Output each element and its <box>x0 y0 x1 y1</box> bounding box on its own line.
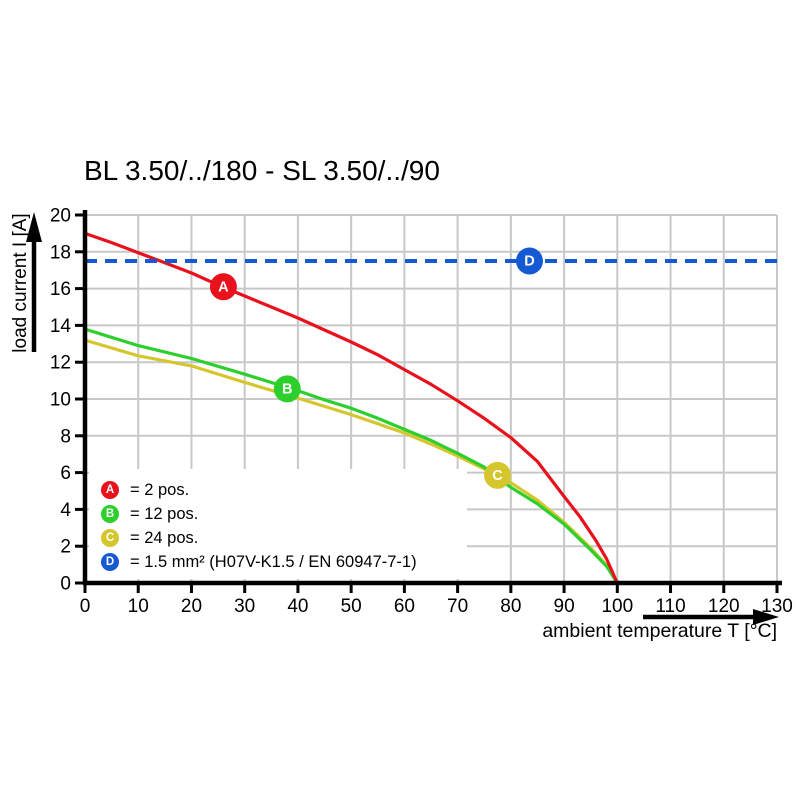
y-tick-label-8: 8 <box>60 426 71 447</box>
y-tick-label-0: 0 <box>60 574 71 595</box>
curve-marker-letter-B: B <box>282 381 292 397</box>
x-tick-label-20: 20 <box>181 596 202 617</box>
legend-label-b: = 12 pos. <box>130 504 199 523</box>
x-tick-label-100: 100 <box>601 596 633 617</box>
page-title: BL 3.50/../180 - SL 3.50/../90 <box>84 155 440 186</box>
legend-item-c: C = 24 pos. <box>101 526 467 550</box>
x-tick-label-80: 80 <box>500 596 521 617</box>
legend-item-b: B = 12 pos. <box>101 502 467 526</box>
y-tick-label-10: 10 <box>50 390 71 411</box>
legend-marker-d-icon: D <box>101 553 119 571</box>
x-tick-label-70: 70 <box>447 596 468 617</box>
legend-item-d: D = 1.5 mm² (H07V-K1.5 / EN 60947-7-1) <box>101 550 467 574</box>
x-tick-label-110: 110 <box>655 596 685 617</box>
legend-box: A = 2 pos. B = 12 pos. C = 24 pos. D = 1… <box>89 469 467 579</box>
y-tick-label-12: 12 <box>50 353 71 374</box>
x-axis-label: ambient temperature T [°C] <box>542 620 777 642</box>
x-tick-label-10: 10 <box>128 596 149 617</box>
curve-marker-D-icon <box>515 247 543 275</box>
curve-marker-letter-A: A <box>218 279 229 295</box>
legend-marker-b-icon: B <box>101 505 119 523</box>
y-tick-label-4: 4 <box>60 500 71 521</box>
curve-marker-C-icon <box>484 461 512 489</box>
legend-item-a: A = 2 pos. <box>101 478 467 502</box>
x-axis-arrowhead-icon <box>753 609 779 625</box>
y-axis-arrowhead-icon <box>26 212 42 242</box>
x-tick-label-130: 130 <box>761 596 793 617</box>
x-tick-label-0: 0 <box>80 596 91 617</box>
series-line-B <box>84 327 619 584</box>
legend-label-d: = 1.5 mm² (H07V-K1.5 / EN 60947-7-1) <box>130 552 417 571</box>
legend-label-a: = 2 pos. <box>130 480 190 499</box>
y-tick-label-16: 16 <box>50 279 71 300</box>
x-tick-label-120: 120 <box>708 596 740 617</box>
curve-marker-letter-D: D <box>524 254 534 270</box>
legend-marker-c-icon: C <box>101 529 119 547</box>
y-tick-label-6: 6 <box>60 463 71 484</box>
y-axis-label: load current I [A] <box>10 213 31 353</box>
y-tick-label-18: 18 <box>50 242 71 263</box>
x-tick-label-40: 40 <box>287 596 308 617</box>
x-tick-label-50: 50 <box>341 596 362 617</box>
curve-marker-A-icon <box>209 273 237 301</box>
x-tick-label-90: 90 <box>554 596 575 617</box>
curve-marker-letter-C: C <box>492 468 503 484</box>
x-tick-label-30: 30 <box>234 596 255 617</box>
series-line-A <box>84 231 619 584</box>
x-tick-label-60: 60 <box>394 596 415 617</box>
curve-marker-B-icon <box>273 375 301 403</box>
y-tick-label-14: 14 <box>50 316 72 337</box>
y-tick-label-2: 2 <box>60 537 71 558</box>
y-tick-label-20: 20 <box>50 206 71 227</box>
legend-marker-a-icon: A <box>101 481 119 499</box>
legend-label-c: = 24 pos. <box>130 528 199 547</box>
